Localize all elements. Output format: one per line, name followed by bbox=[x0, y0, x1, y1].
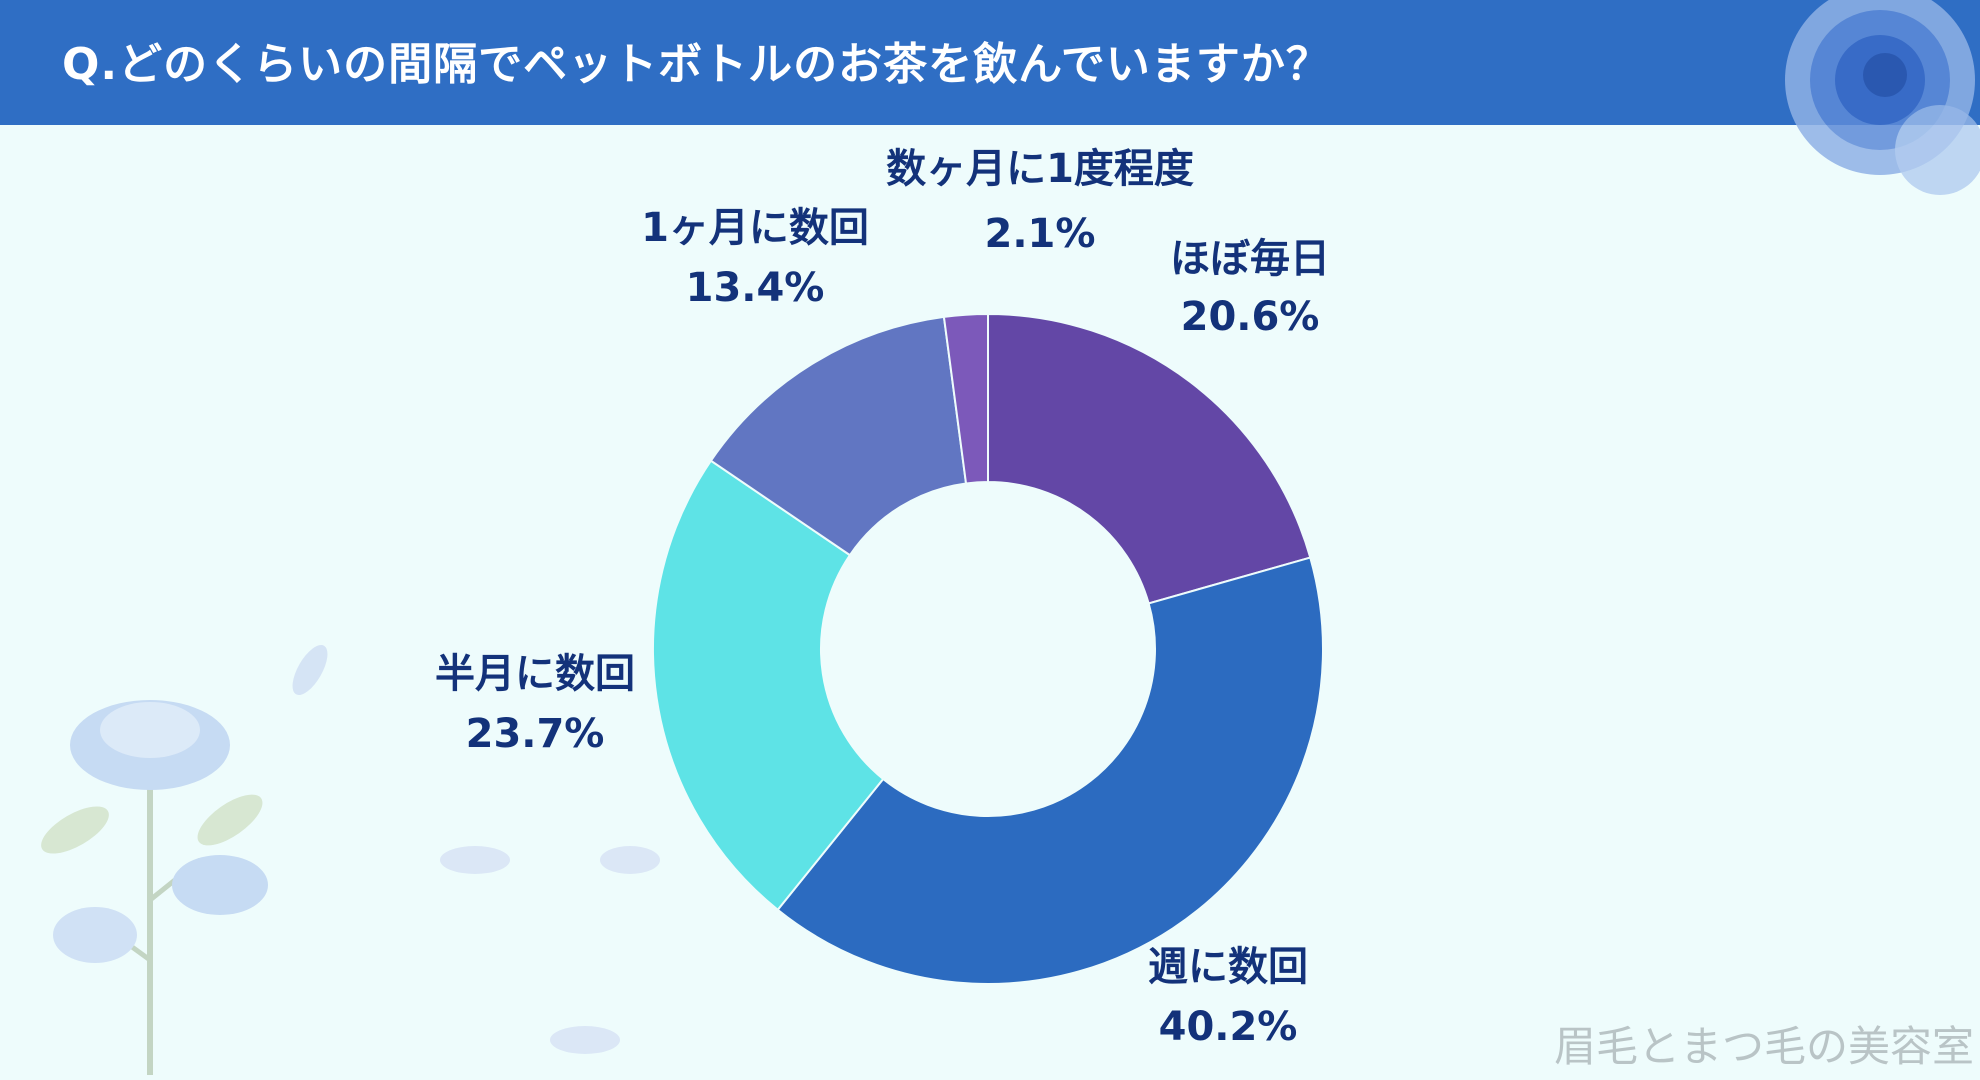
title-bar: Q.どのくらいの間隔でペットボトルのお茶を飲んでいますか？ bbox=[0, 0, 1980, 125]
donut-slice bbox=[652, 459, 885, 912]
slice-value-label: 2.1% bbox=[985, 211, 1096, 257]
donut-slices bbox=[652, 312, 1324, 986]
slice-category-label: 1ヶ月に数回 bbox=[641, 205, 869, 251]
page-title: Q.どのくらいの間隔でペットボトルのお茶を飲んでいますか？ bbox=[62, 39, 1331, 90]
slice-category-label: 週に数回 bbox=[1148, 944, 1308, 990]
donut-slice bbox=[942, 312, 989, 485]
donut-slice bbox=[987, 312, 1312, 605]
watermark: 眉毛とまつ毛の美容室 bbox=[1553, 1022, 1974, 1071]
donut-labels: ほぼ毎日 20.6% 週に数回 40.2% 半月に数回 23.7% 1ヶ月に数回 13.4% 数… bbox=[435, 146, 1330, 1050]
rose-decoration-icon bbox=[1785, 0, 1980, 195]
slice-category-label: ほぼ毎日 bbox=[1170, 236, 1330, 282]
donut-slice bbox=[776, 556, 1324, 986]
flower-decoration-icon bbox=[41, 645, 660, 1075]
slice-category-label: 半月に数回 bbox=[435, 651, 635, 697]
slice-category-label: 数ヶ月に1度程度 bbox=[886, 146, 1194, 192]
donut-slice bbox=[709, 315, 968, 557]
slice-value-label: 40.2% bbox=[1159, 1004, 1298, 1050]
slice-value-label: 20.6% bbox=[1181, 294, 1320, 340]
slice-value-label: 23.7% bbox=[466, 711, 605, 757]
slice-value-label: 13.4% bbox=[686, 265, 825, 311]
